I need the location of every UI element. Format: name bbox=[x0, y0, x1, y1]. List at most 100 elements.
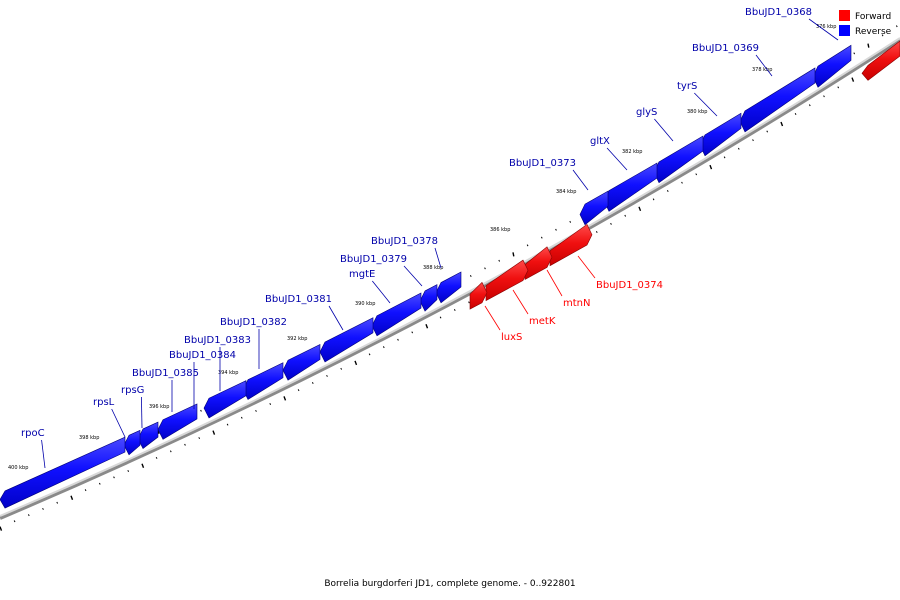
scale-tick-lower bbox=[311, 382, 314, 385]
gene-label-bbujd1-0384: BbuJD1_0384 bbox=[169, 350, 236, 361]
scale-tick-lower bbox=[439, 316, 442, 319]
gene-label-rpsg: rpsG bbox=[121, 385, 144, 396]
gene-label-metk: metK bbox=[529, 316, 556, 327]
scale-tick-lower bbox=[723, 156, 726, 159]
scale-tick-upper bbox=[867, 43, 870, 48]
leader-line bbox=[41, 439, 46, 469]
scale-tick-lower bbox=[84, 489, 87, 492]
leader-line bbox=[403, 265, 423, 287]
leader-line bbox=[434, 247, 442, 269]
scale-tick-lower bbox=[468, 301, 470, 304]
scale-tick-upper bbox=[200, 409, 202, 412]
gene-arrow-bbujd1-0379[interactable] bbox=[419, 284, 438, 312]
leader-line bbox=[141, 396, 143, 429]
gene-label-mgte: mgtE bbox=[349, 269, 375, 280]
scale-tick-lower bbox=[127, 469, 130, 472]
kbp-label: 396 kbp bbox=[149, 404, 169, 410]
scale-tick-lower bbox=[624, 214, 627, 217]
gene-label-bbujd1-0369: BbuJD1_0369 bbox=[692, 43, 759, 54]
scale-tick-lower bbox=[70, 495, 74, 500]
scale-tick-lower bbox=[425, 323, 429, 329]
leader-line bbox=[111, 408, 126, 438]
gene-arrows bbox=[0, 40, 900, 509]
scale-tick-lower bbox=[255, 409, 257, 412]
gene-label-bbujd1-0383: BbuJD1_0383 bbox=[184, 335, 251, 346]
leader-line bbox=[606, 147, 628, 171]
gene-arrow-bbujd1-0385[interactable] bbox=[157, 403, 198, 440]
kbp-labels: 376 kbp 378 kbp 380 kbp 382 kbp 384 kbp 386 k… bbox=[8, 24, 836, 471]
gene-arrow-rpsl[interactable] bbox=[123, 429, 141, 456]
legend-forward-label: Forward bbox=[855, 12, 891, 22]
gene-leaders bbox=[41, 18, 839, 469]
scale-tick-lower bbox=[595, 230, 598, 233]
gene-label-bbujd1-0378: BbuJD1_0378 bbox=[371, 236, 438, 247]
scale-tick-lower bbox=[397, 338, 399, 341]
gene-arrow-bbujd1-0373[interactable] bbox=[579, 190, 609, 226]
gene-arrow-bbujd1-0383[interactable] bbox=[242, 362, 284, 400]
scale-tick-lower bbox=[155, 456, 158, 459]
scale-tick-upper bbox=[853, 52, 856, 55]
kbp-label: 384 kbp bbox=[556, 189, 576, 195]
kbp-label: 392 kbp bbox=[287, 336, 307, 342]
genome-caption: Borrelia burgdorferi JD1, complete genom… bbox=[324, 579, 576, 589]
scale-tick-lower bbox=[340, 367, 343, 370]
scale-tick-lower bbox=[638, 206, 642, 212]
gene-arrow-partial[interactable] bbox=[861, 40, 900, 81]
kbp-label: 398 kbp bbox=[79, 435, 99, 441]
leader-line bbox=[654, 118, 674, 142]
scale-tick-lower bbox=[13, 520, 16, 523]
gene-labels: BbuJD1_0368 BbuJD1_0369 tyrS glyS gltX BbuJD1… bbox=[21, 7, 812, 439]
gene-arrow-bbujd1-0374[interactable] bbox=[549, 223, 593, 267]
leader-line bbox=[694, 92, 718, 117]
backbone bbox=[0, 37, 900, 520]
gene-label-bbujd1-0382: BbuJD1_0382 bbox=[220, 317, 287, 328]
scale-tick-lower bbox=[240, 416, 243, 419]
scale-tick-upper bbox=[569, 220, 572, 223]
scale-tick-lower bbox=[368, 353, 371, 356]
legend-reverse-swatch bbox=[839, 25, 850, 36]
leader-line bbox=[512, 289, 529, 315]
scale-tick-lower bbox=[113, 476, 115, 479]
scale-tick-lower bbox=[326, 374, 328, 377]
gene-arrow-bbujd1-0381[interactable] bbox=[319, 317, 374, 363]
gene-label-bbujd1-0368: BbuJD1_0368 bbox=[745, 7, 812, 18]
scale-tick-lower bbox=[297, 389, 300, 392]
scale-tick-upper bbox=[895, 25, 898, 28]
kbp-label: 390 kbp bbox=[355, 301, 375, 307]
scale-tick-lower bbox=[56, 501, 59, 504]
leader-line bbox=[755, 54, 773, 77]
scale-tick-lower bbox=[269, 403, 272, 406]
gene-arrow-rpoc[interactable] bbox=[0, 436, 126, 509]
scale-tick-lower bbox=[42, 507, 44, 510]
scale-tick-lower bbox=[794, 113, 797, 116]
scale-tick-upper bbox=[881, 34, 884, 37]
scale-tick-upper bbox=[540, 236, 543, 239]
gene-label-luxs: luxS bbox=[501, 332, 522, 343]
gene-arrow-luxs[interactable] bbox=[469, 281, 488, 310]
gene-arrow-rpsg[interactable] bbox=[137, 421, 159, 449]
gene-arrow-bbujd1-0382[interactable] bbox=[282, 344, 321, 381]
scale-tick-upper bbox=[512, 252, 515, 257]
gene-arrow-bbujd1-0384[interactable] bbox=[203, 380, 247, 419]
scale-tick-lower bbox=[212, 430, 216, 435]
scale-tick-lower bbox=[681, 181, 683, 184]
backbone-shadow bbox=[0, 38, 900, 520]
legend-reverse-label: Reverse bbox=[855, 27, 892, 37]
leader-line bbox=[808, 18, 839, 41]
scale-tick-lower bbox=[610, 222, 612, 225]
leader-line bbox=[572, 169, 589, 191]
gene-arrow-metk[interactable] bbox=[485, 259, 529, 302]
gene-label-rpoc: rpoC bbox=[21, 428, 45, 439]
scale-tick-lower bbox=[666, 190, 669, 193]
scale-tick-upper bbox=[498, 259, 501, 262]
scale-tick-lower bbox=[851, 77, 855, 82]
scale-tick-upper bbox=[469, 274, 472, 277]
leader-line bbox=[372, 280, 391, 304]
scale-tick-lower bbox=[198, 437, 201, 440]
leader-line bbox=[484, 305, 501, 331]
scale-tick-lower bbox=[453, 308, 456, 311]
scale-tick-upper bbox=[526, 244, 529, 247]
legend: Forward Reverse bbox=[839, 10, 892, 37]
gene-arrow-mtnn[interactable] bbox=[524, 246, 553, 280]
